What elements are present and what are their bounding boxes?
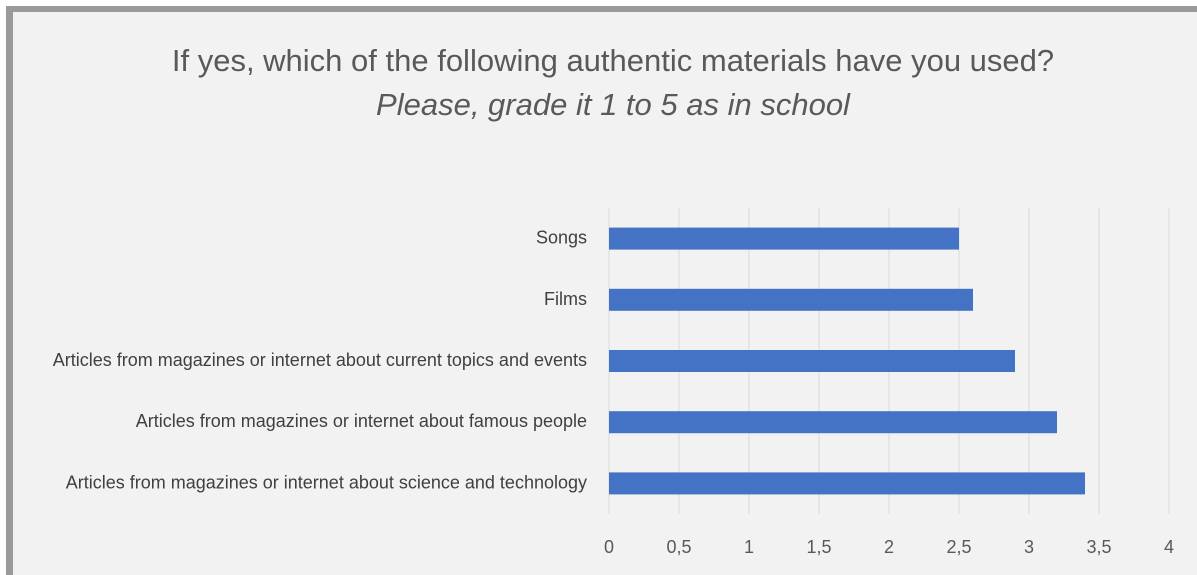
x-tick-label: 3,5 (1086, 537, 1111, 557)
bar (609, 411, 1057, 434)
bar (609, 350, 1015, 372)
x-tick-label: 1 (744, 537, 754, 557)
x-tick-label: 3 (1024, 537, 1034, 557)
y-tick-label: Songs (536, 227, 587, 247)
x-tick-label: 2 (884, 537, 894, 557)
chart-subtitle: Please, grade it 1 to 5 as in school (376, 87, 851, 122)
bar (609, 472, 1085, 495)
x-tick-label: 1,5 (806, 537, 831, 557)
y-tick-label: Films (544, 289, 587, 309)
chart-title: If yes, which of the following authentic… (172, 43, 1054, 78)
x-tick-label: 4 (1164, 537, 1174, 557)
y-tick-label: Articles from magazines or internet abou… (136, 411, 587, 431)
bar (609, 227, 959, 250)
y-tick-label: Articles from magazines or internet abou… (66, 472, 587, 492)
y-tick-label: Articles from magazines or internet abou… (53, 350, 587, 370)
x-tick-label: 0,5 (666, 537, 691, 557)
bar (609, 288, 973, 311)
x-tick-label: 2,5 (946, 537, 971, 557)
x-tick-label: 0 (604, 537, 614, 557)
